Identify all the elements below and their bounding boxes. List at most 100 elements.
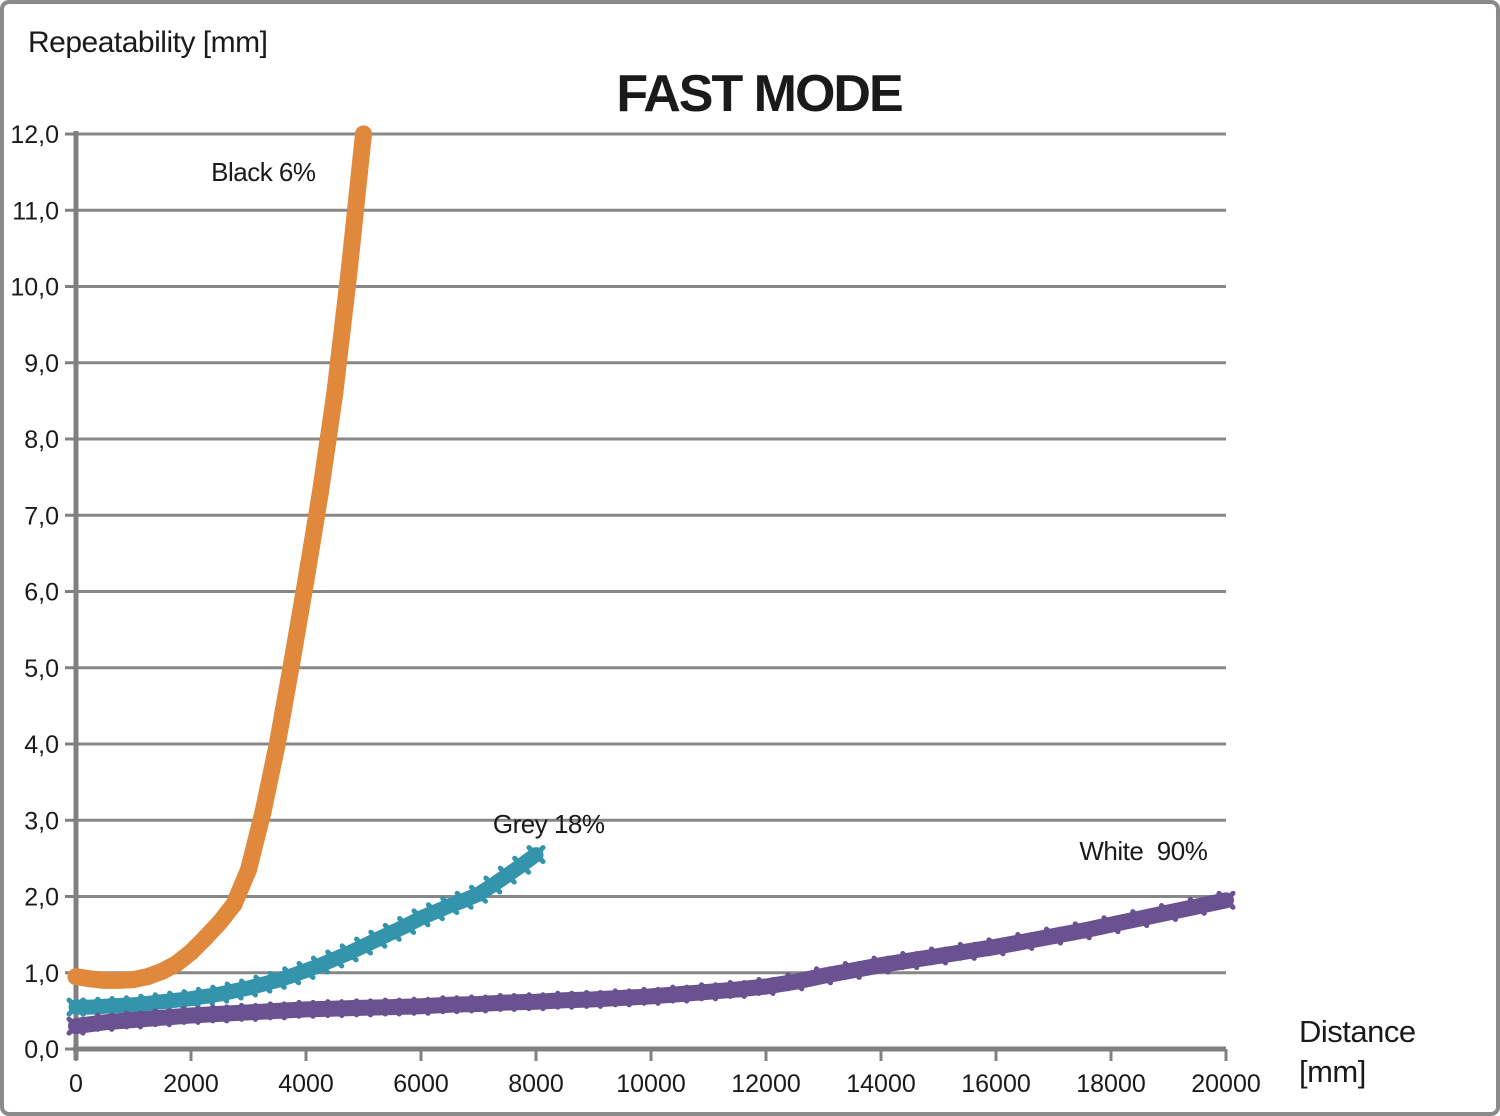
y-axis-title: Repeatability [mm] xyxy=(28,26,268,59)
series-marker-white-90 xyxy=(124,1010,143,1030)
x-tick-label: 2000 xyxy=(163,1070,219,1098)
series-marker-white-90 xyxy=(670,984,690,1004)
series-marker-white-90 xyxy=(785,972,805,992)
series-marker-grey-18 xyxy=(167,990,187,1010)
y-tick-label: 2,0 xyxy=(24,884,59,912)
x-tick-label: 10000 xyxy=(616,1070,686,1098)
series-marker-grey-18 xyxy=(152,992,172,1012)
series-marker-black-6 xyxy=(196,929,214,947)
series-marker-black-6 xyxy=(240,861,257,879)
series-marker-white-90 xyxy=(1159,903,1178,923)
series-marker-white-90 xyxy=(1044,926,1063,946)
series-marker-grey-18 xyxy=(195,986,215,1006)
series-marker-grey-18 xyxy=(138,993,158,1013)
series-marker-grey-18 xyxy=(339,943,359,963)
series-marker-white-90 xyxy=(900,951,920,971)
plot-area: 0,0 1,0 2,0 3,0 4,0 5,0 6,0 7,0 8,0 9,0 10,0 11,0 12… xyxy=(10,121,1261,1098)
series-marker-grey-18 xyxy=(526,845,546,865)
series-marker-white-90 xyxy=(814,966,833,986)
x-tick-label: 6000 xyxy=(393,1070,449,1098)
series-label: Grey 18% xyxy=(493,809,605,839)
series-marker-black-6 xyxy=(355,125,372,143)
x-tick-label: 20000 xyxy=(1191,1070,1261,1098)
series-marker-black-6 xyxy=(283,655,301,673)
series-marker-black-6 xyxy=(211,913,229,931)
series-marker-white-90 xyxy=(239,1002,258,1022)
series-marker-grey-18 xyxy=(425,902,445,922)
series-marker-black-6 xyxy=(326,384,344,402)
y-tick-label: 3,0 xyxy=(24,807,59,835)
y-tick-label: 7,0 xyxy=(24,502,59,530)
chart-title: FAST MODE xyxy=(616,65,903,123)
series-marker-black-6 xyxy=(268,735,286,753)
x-tick-label: 14000 xyxy=(846,1070,916,1098)
series-marker-white-90 xyxy=(181,1005,201,1025)
y-tick-label: 4,0 xyxy=(24,731,59,759)
series-marker-black-6 xyxy=(125,971,142,989)
series-marker-black-6 xyxy=(297,571,315,589)
series-marker-white-90 xyxy=(1187,896,1207,916)
y-tick-label: 1,0 xyxy=(24,960,59,988)
series-marker-white-90 xyxy=(986,937,1006,957)
series-marker-black-6 xyxy=(81,970,99,988)
series-marker-white-90 xyxy=(469,994,488,1014)
series-marker-white-90 xyxy=(612,988,632,1008)
series-marker-white-90 xyxy=(497,992,517,1012)
series-marker-white-90 xyxy=(756,976,776,996)
series-marker-grey-18 xyxy=(469,884,488,904)
series-marker-black-6 xyxy=(254,804,272,822)
series-marker-white-90 xyxy=(95,1012,115,1032)
series-marker-grey-18 xyxy=(109,996,129,1016)
y-tick-label: 5,0 xyxy=(24,655,59,683)
series-marker-white-90 xyxy=(1101,915,1121,935)
series-marker-black-6 xyxy=(67,968,85,986)
series-label: White 90% xyxy=(1079,836,1207,866)
series-marker-white-90 xyxy=(1130,909,1150,929)
series-marker-grey-18 xyxy=(253,974,273,994)
series-marker-grey-18 xyxy=(368,929,388,949)
x-tick-label: 4000 xyxy=(278,1070,334,1098)
y-tick-label: 0,0 xyxy=(24,1036,59,1064)
y-tick-label: 6,0 xyxy=(24,579,59,607)
series-marker-white-90 xyxy=(957,941,977,961)
series-line-black-6 xyxy=(67,125,372,989)
series-marker-grey-18 xyxy=(210,984,230,1004)
series-marker-white-90 xyxy=(66,1016,86,1036)
series-marker-white-90 xyxy=(1015,931,1035,951)
series-marker-black-6 xyxy=(311,483,329,501)
series-marker-white-90 xyxy=(1216,890,1236,910)
series-marker-white-90 xyxy=(641,986,661,1006)
x-tick-label: 16000 xyxy=(961,1070,1031,1098)
x-axis-title: Distance [mm] xyxy=(1299,1012,1416,1092)
series-marker-white-90 xyxy=(842,960,862,980)
series-marker-white-90 xyxy=(382,997,402,1017)
series-marker-grey-18 xyxy=(66,997,86,1017)
series-marker-white-90 xyxy=(296,999,316,1019)
x-axis-title-line2: [mm] xyxy=(1299,1054,1366,1089)
series-marker-grey-18 xyxy=(397,915,417,935)
x-tick-label: 18000 xyxy=(1076,1070,1146,1098)
series-marker-black-6 xyxy=(340,262,358,280)
series-marker-grey-18 xyxy=(80,997,100,1017)
series-marker-grey-18 xyxy=(354,936,373,956)
series-marker-black-6 xyxy=(168,955,186,973)
x-tick-label: 0 xyxy=(69,1070,83,1098)
series-marker-white-90 xyxy=(267,1001,287,1021)
series-marker-white-90 xyxy=(526,992,546,1012)
series-marker-white-90 xyxy=(325,999,345,1019)
y-tick-label: 12,0 xyxy=(10,121,59,149)
series-label: Black 6% xyxy=(211,157,316,187)
series-marker-grey-18 xyxy=(382,922,402,942)
series-marker-grey-18 xyxy=(239,978,258,998)
series-marker-grey-18 xyxy=(282,966,302,986)
series-marker-grey-18 xyxy=(483,875,503,895)
series-marker-white-90 xyxy=(440,995,460,1015)
series-marker-black-6 xyxy=(96,971,114,989)
series-marker-white-90 xyxy=(871,955,891,975)
series-marker-white-90 xyxy=(727,980,747,1000)
series-marker-white-90 xyxy=(1072,921,1092,941)
series-marker-grey-18 xyxy=(512,855,532,875)
series-line-white-90 xyxy=(68,892,1234,1035)
series-marker-grey-18 xyxy=(325,949,345,969)
series-marker-white-90 xyxy=(354,998,373,1018)
